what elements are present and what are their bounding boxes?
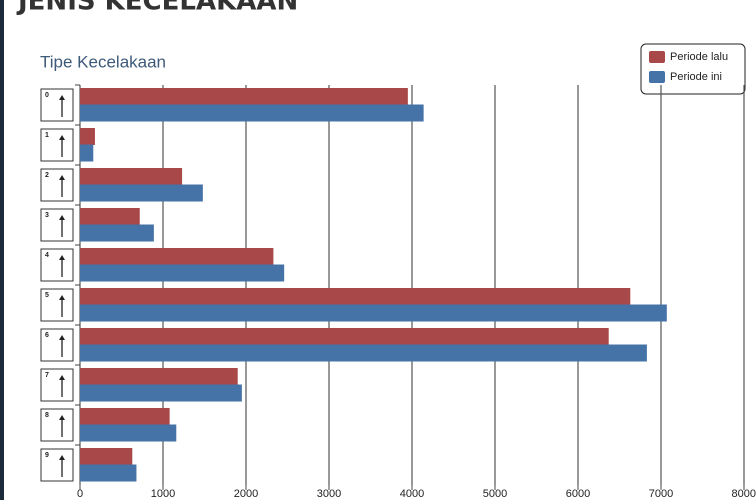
- icon-arrowhead: [59, 455, 65, 460]
- legend-label: Periode lalu: [670, 51, 728, 63]
- y-tick-label: 8: [45, 412, 49, 419]
- bar: [80, 408, 170, 425]
- category-icon: [40, 368, 74, 402]
- category-icon: [40, 408, 74, 442]
- y-tick-label: 1: [45, 132, 49, 139]
- y-tick-label: 2: [45, 172, 49, 179]
- bar: [80, 144, 94, 162]
- bar: [80, 184, 203, 202]
- bar: [80, 208, 140, 225]
- y-tick-label: 3: [45, 212, 49, 219]
- chart-title: JENIS KECELAKAAN: [16, 0, 298, 17]
- x-tick-label: 3000: [317, 488, 341, 500]
- bar: [80, 168, 183, 185]
- x-tick-label: 1000: [151, 488, 175, 500]
- x-tick-label: 4000: [400, 488, 424, 500]
- icon-arrowhead: [59, 255, 65, 260]
- bar: [80, 224, 154, 242]
- bar: [80, 464, 137, 482]
- category-icon: [40, 448, 74, 482]
- legend-swatch: [649, 71, 665, 83]
- y-tick-label: 4: [45, 252, 49, 259]
- bar: [80, 248, 274, 265]
- icon-arrowhead: [59, 135, 65, 140]
- y-tick-label: 5: [45, 292, 49, 299]
- x-tick-label: 2000: [234, 488, 258, 500]
- chart-subtitle: Tipe Kecelakaan: [40, 52, 166, 71]
- icon-arrowhead: [59, 375, 65, 380]
- x-tick-label: 8000: [732, 488, 756, 500]
- bar: [80, 104, 424, 122]
- icon-arrowhead: [59, 335, 65, 340]
- icon-arrowhead: [59, 295, 65, 300]
- bar: [80, 264, 285, 282]
- bar: [80, 328, 609, 345]
- legend-label: Periode ini: [670, 71, 722, 83]
- bar: [80, 448, 133, 465]
- category-icon: [40, 208, 74, 242]
- icon-arrowhead: [59, 215, 65, 220]
- icon-arrowhead: [59, 415, 65, 420]
- bar: [80, 344, 647, 362]
- bar: [80, 88, 408, 105]
- x-tick-label: 6000: [566, 488, 590, 500]
- category-icon: [40, 88, 74, 122]
- bar: [80, 368, 238, 385]
- category-icon: [40, 168, 74, 202]
- category-icon: [40, 288, 74, 322]
- bar: [80, 288, 631, 305]
- x-tick-label: 7000: [649, 488, 673, 500]
- bar: [80, 128, 95, 145]
- icon-arrowhead: [59, 95, 65, 100]
- page-border: [0, 0, 4, 500]
- y-tick-label: 0: [45, 92, 49, 99]
- y-tick-label: 6: [45, 332, 49, 339]
- bar: [80, 304, 667, 322]
- y-tick-label: 7: [45, 372, 49, 379]
- legend-box: [640, 43, 746, 95]
- x-tick-label: 5000: [483, 488, 507, 500]
- x-tick-label: 0: [77, 488, 83, 500]
- category-icon: [40, 128, 74, 162]
- category-icon: [40, 248, 74, 282]
- legend-swatch: [649, 51, 665, 63]
- y-tick-label: 9: [45, 452, 49, 459]
- icon-arrowhead: [59, 175, 65, 180]
- category-icon: [40, 328, 74, 362]
- bar: [80, 424, 177, 442]
- bar: [80, 384, 242, 402]
